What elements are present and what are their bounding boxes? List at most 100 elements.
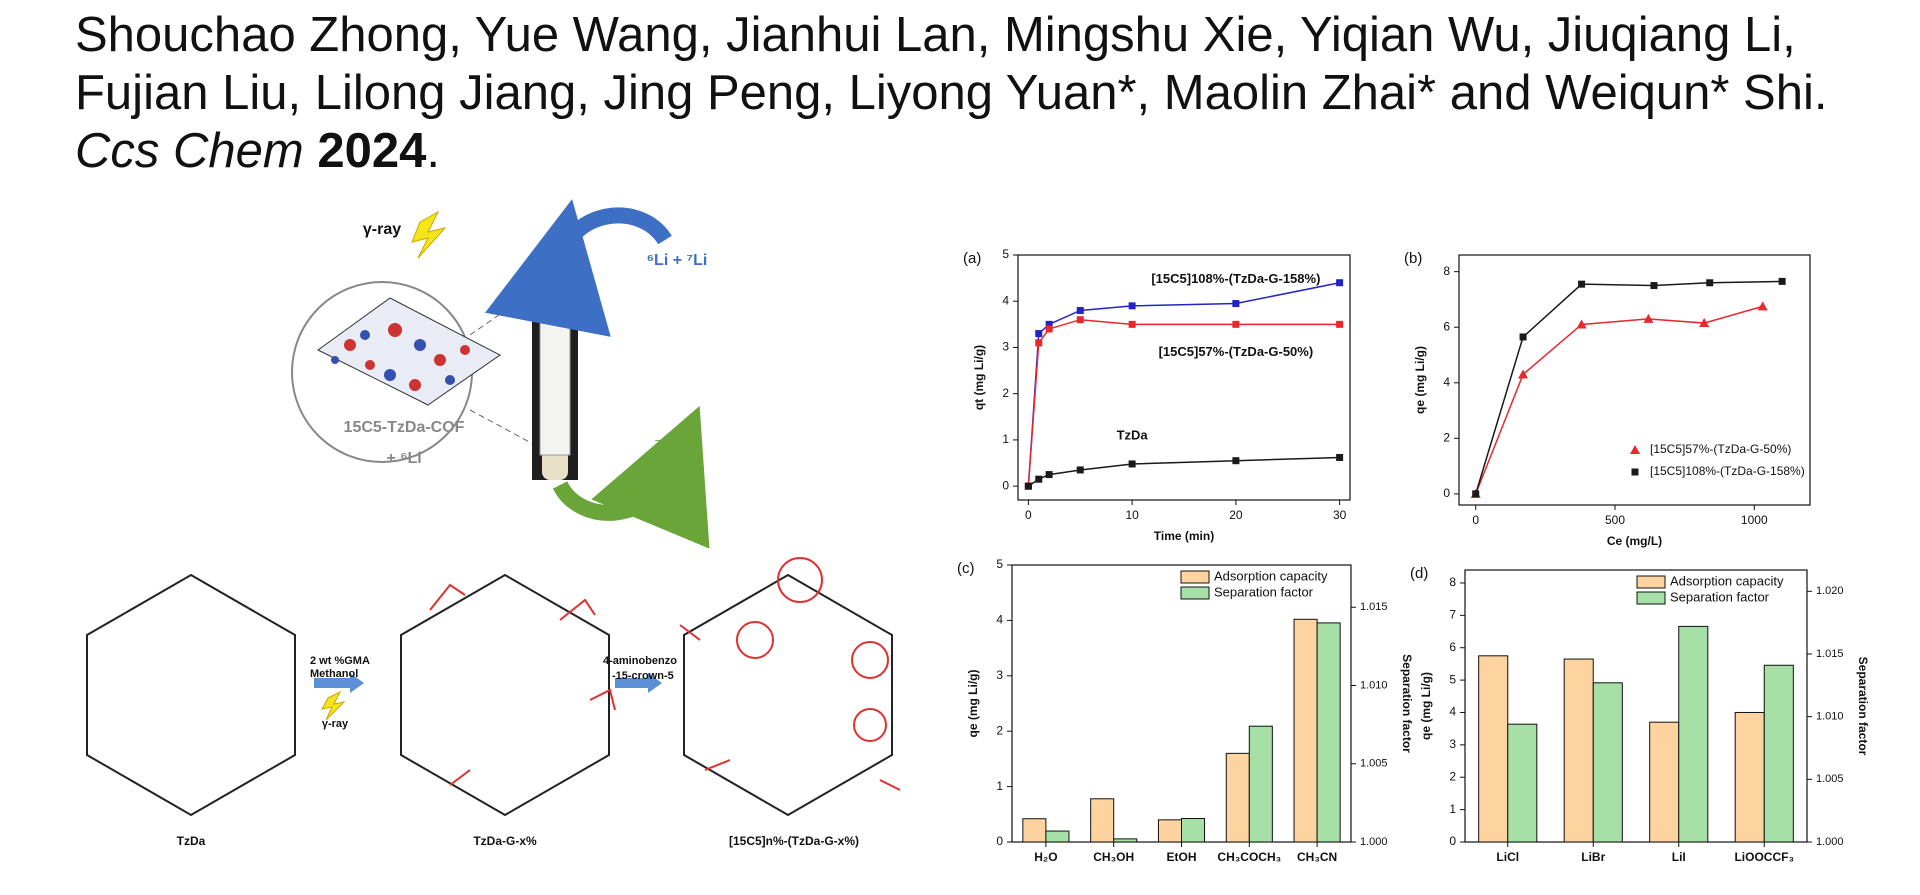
- bar: [1225, 752, 1250, 843]
- li7-label: ⁷Li: [655, 437, 676, 454]
- step1-line: 2 wt %GMA: [310, 655, 370, 667]
- marker: [1336, 279, 1344, 287]
- legend-label: [15C5]57%-(TzDa-G-50%): [1650, 442, 1791, 456]
- legend-swatch: [1636, 575, 1666, 589]
- bar: [1507, 723, 1538, 843]
- compound-label: TzDa: [177, 834, 206, 848]
- y-tick-label: 7: [1449, 608, 1456, 622]
- y-tick-label: 0: [1443, 486, 1450, 500]
- y-tick-label: 0: [1002, 478, 1009, 492]
- series-line: [1027, 456, 1340, 487]
- y-tick-label: 8: [1443, 264, 1450, 278]
- y-axis-label: qe (mg Li/g): [1413, 346, 1427, 414]
- plot-frame: [1017, 254, 1351, 501]
- x-tick-label: 0: [1025, 508, 1032, 522]
- legend-label: Separation factor: [1670, 589, 1770, 604]
- bar: [1478, 655, 1509, 843]
- y2-tick-label: 1.015: [1816, 648, 1844, 660]
- y2-tick-label: 1.000: [1816, 836, 1844, 848]
- bar: [1316, 622, 1341, 843]
- compound-label: TzDa-G-x%: [473, 834, 537, 848]
- y-tick-label: 0: [996, 834, 1003, 848]
- x-axis-label: Ce (mg/L): [1607, 534, 1662, 548]
- frameworks: [86, 573, 893, 817]
- arrow-in: [485, 199, 672, 337]
- y-tick-label: 8: [1449, 575, 1456, 589]
- y-tick-label: 4: [1002, 293, 1009, 307]
- panel-label: (a): [963, 250, 981, 267]
- y2-tick-label: 1.010: [1816, 711, 1844, 723]
- bar: [1734, 711, 1765, 843]
- y-tick-label: 3: [1449, 737, 1456, 751]
- series-label: TzDa: [1117, 427, 1149, 442]
- y2-tick-label: 1.010: [1360, 679, 1388, 691]
- y-axis-label: qt (mg Li/g): [972, 345, 986, 410]
- panel-label: (c): [957, 560, 975, 577]
- plot-frame: [1464, 569, 1808, 843]
- marker: [1336, 320, 1344, 328]
- y-tick-label: 1: [996, 779, 1003, 793]
- x-tick-label: LiOOCCF₃: [1734, 850, 1794, 864]
- step1-line: Methanol: [310, 668, 358, 680]
- y-tick-label: 2: [996, 723, 1003, 737]
- bar: [1678, 625, 1709, 843]
- marker: [1643, 313, 1654, 323]
- x-tick-label: 1000: [1741, 513, 1768, 527]
- marker: [1128, 460, 1136, 468]
- journal: Ccs Chem: [75, 124, 304, 178]
- legend-label: Adsorption capacity: [1214, 568, 1328, 583]
- lightning-small: [321, 690, 346, 721]
- bar: [1563, 658, 1594, 843]
- y-tick-label: 6: [1449, 640, 1456, 654]
- legend-label: Separation factor: [1214, 584, 1314, 599]
- zoom-line: [469, 289, 536, 336]
- arrow-head: [648, 673, 662, 693]
- bar: [1293, 618, 1318, 843]
- marker: [1706, 279, 1714, 287]
- series-line: [1474, 280, 1783, 495]
- y-tick-label: 3: [996, 668, 1003, 682]
- legend-swatch: [1180, 570, 1210, 584]
- atoms: [344, 323, 470, 391]
- y-tick-label: 2: [1443, 431, 1450, 445]
- compound-label: [15C5]n%-(TzDa-G-x%): [729, 834, 859, 848]
- y2-tick-label: 1.020: [1816, 585, 1844, 597]
- x-tick-label: CH₃CN: [1297, 850, 1337, 864]
- marker: [1650, 282, 1658, 290]
- citation: Shouchao Zhong, Yue Wang, Jianhui Lan, M…: [75, 6, 1915, 180]
- x-tick-label: H₂O: [1034, 850, 1057, 864]
- suffix: .: [426, 124, 440, 178]
- x-tick-label: CH₃COCH₃: [1217, 850, 1281, 864]
- marker: [1076, 466, 1084, 474]
- panel-label: (d): [1410, 565, 1428, 582]
- x-tick-label: 0: [1472, 513, 1479, 527]
- y-tick-label: 4: [1449, 705, 1456, 719]
- y2-tick-label: 1.005: [1816, 773, 1844, 785]
- step2-line: -15-crown-5: [612, 670, 674, 682]
- marker: [1035, 475, 1043, 483]
- gamma-label: γ-ray: [363, 221, 401, 238]
- bar: [1022, 818, 1047, 843]
- legend-marker: [1631, 468, 1639, 476]
- lightning: [411, 210, 447, 259]
- y-tick-label: 5: [996, 557, 1003, 571]
- x-tick-label: 20: [1229, 508, 1243, 522]
- marker: [1518, 369, 1529, 379]
- bar: [1090, 798, 1115, 843]
- x-tick-label: LiI: [1672, 850, 1686, 864]
- legend-label: [15C5]108%-(TzDa-G-158%): [1650, 464, 1805, 478]
- bar: [1649, 721, 1680, 843]
- y2-tick-label: 1.015: [1360, 601, 1388, 613]
- step2-line: 4-aminobenzo: [603, 655, 677, 667]
- y-tick-label: 5: [1002, 247, 1009, 261]
- marker: [1045, 320, 1053, 328]
- y-axis-label: qe (mg Li/g): [966, 670, 980, 738]
- bar: [1763, 664, 1794, 843]
- marker: [1232, 320, 1240, 328]
- marker: [1336, 453, 1344, 461]
- marker: [1128, 320, 1136, 328]
- marker: [1519, 333, 1527, 341]
- x-tick-label: 10: [1125, 508, 1139, 522]
- y2-axis-label: Separation factor: [1400, 654, 1414, 753]
- x-tick-label: LiBr: [1581, 850, 1605, 864]
